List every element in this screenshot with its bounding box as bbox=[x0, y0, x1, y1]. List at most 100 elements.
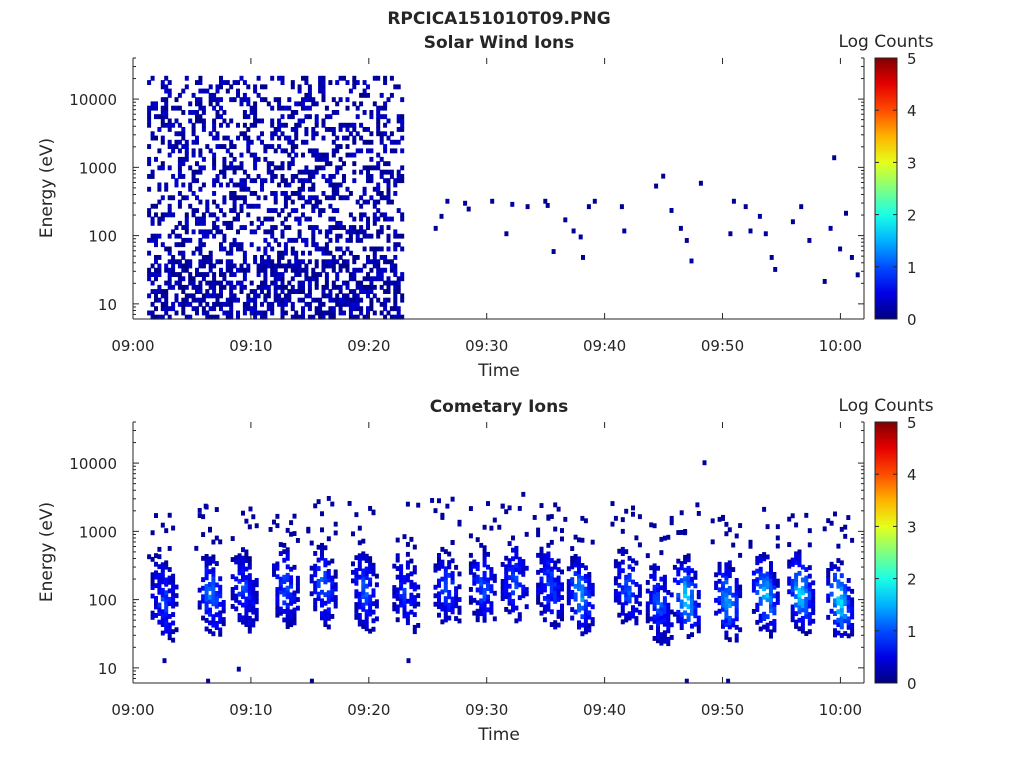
data-cell bbox=[211, 575, 216, 581]
data-cell bbox=[765, 571, 770, 577]
x-tick-label: 09:20 bbox=[347, 337, 390, 355]
colorbar-tick-label: 1 bbox=[907, 623, 917, 641]
data-cell bbox=[253, 101, 258, 107]
data-cell bbox=[147, 212, 152, 218]
data-cell bbox=[201, 156, 206, 162]
data-cell bbox=[247, 624, 252, 630]
data-cell bbox=[787, 580, 792, 586]
data-cell bbox=[794, 619, 799, 625]
data-cell bbox=[450, 558, 455, 564]
data-cell bbox=[553, 564, 558, 570]
data-cell bbox=[727, 624, 732, 630]
data-cell bbox=[846, 578, 851, 583]
data-cell bbox=[376, 75, 381, 81]
data-cell bbox=[273, 267, 278, 273]
data-cell bbox=[345, 293, 350, 299]
data-cell bbox=[188, 182, 193, 188]
data-cell bbox=[577, 607, 581, 613]
data-cell bbox=[301, 314, 305, 320]
data-cell bbox=[507, 562, 512, 568]
data-cell bbox=[314, 118, 319, 124]
data-cell bbox=[195, 80, 199, 85]
data-cell bbox=[147, 174, 152, 179]
data-cell bbox=[320, 527, 324, 533]
data-cell bbox=[794, 560, 799, 565]
data-cell bbox=[263, 237, 268, 243]
data-cell bbox=[479, 589, 484, 595]
data-cell bbox=[443, 604, 448, 610]
data-cell bbox=[277, 297, 282, 303]
data-cell bbox=[275, 591, 280, 597]
data-cell bbox=[215, 110, 220, 115]
data-cell bbox=[272, 572, 276, 577]
data-cell bbox=[270, 169, 275, 175]
data-cell bbox=[270, 135, 275, 141]
data-cell bbox=[769, 569, 773, 575]
data-cell bbox=[212, 306, 217, 312]
data-cell bbox=[253, 229, 258, 235]
data-cell bbox=[171, 620, 176, 626]
data-cell bbox=[311, 276, 316, 282]
data-cell bbox=[160, 105, 165, 111]
data-cell bbox=[150, 580, 155, 586]
data-cell bbox=[251, 605, 256, 611]
data-cell bbox=[307, 314, 312, 320]
data-cell bbox=[580, 584, 585, 590]
data-cell bbox=[804, 567, 809, 572]
data-cell bbox=[475, 574, 480, 580]
data-cell bbox=[521, 571, 526, 577]
data-cell bbox=[313, 572, 318, 578]
data-cell bbox=[362, 186, 367, 192]
data-cell bbox=[253, 114, 258, 120]
data-cell bbox=[295, 588, 300, 594]
data-cell bbox=[157, 148, 162, 154]
data-cell bbox=[294, 174, 299, 179]
data-cell bbox=[659, 550, 664, 556]
data-cell bbox=[649, 599, 654, 605]
data-cell bbox=[676, 614, 681, 620]
data-cell bbox=[314, 246, 319, 252]
data-cell bbox=[379, 229, 384, 235]
data-cell bbox=[331, 259, 336, 265]
data-cell bbox=[154, 583, 158, 589]
data-cell bbox=[181, 255, 186, 260]
data-cell bbox=[290, 208, 295, 213]
data-cell bbox=[721, 602, 725, 608]
data-cell bbox=[489, 601, 494, 607]
data-cell bbox=[790, 578, 795, 584]
data-cell bbox=[204, 566, 209, 572]
data-cell bbox=[164, 590, 169, 596]
data-cell bbox=[450, 496, 455, 502]
data-cell bbox=[364, 575, 369, 580]
data-cell bbox=[686, 578, 691, 584]
data-cell bbox=[486, 564, 490, 570]
data-cell bbox=[836, 566, 841, 572]
data-cell bbox=[631, 558, 635, 564]
data-cell bbox=[292, 564, 297, 570]
data-cell bbox=[321, 263, 326, 269]
data-cell bbox=[352, 80, 357, 85]
data-cell bbox=[232, 216, 237, 222]
data-cell bbox=[239, 152, 244, 158]
data-cell bbox=[439, 213, 444, 219]
data-cell bbox=[683, 576, 688, 582]
data-cell bbox=[277, 301, 282, 307]
data-cell bbox=[497, 524, 502, 530]
data-cell bbox=[266, 208, 271, 213]
data-cell bbox=[524, 591, 529, 597]
data-cell bbox=[362, 246, 367, 252]
data-cell bbox=[693, 604, 698, 610]
data-cell bbox=[304, 267, 309, 273]
data-cell bbox=[171, 212, 176, 218]
data-cell bbox=[443, 579, 448, 584]
data-cell bbox=[328, 263, 333, 269]
data-cell bbox=[489, 525, 494, 531]
data-cell bbox=[197, 508, 202, 513]
data-cell bbox=[440, 515, 445, 520]
data-cell bbox=[331, 225, 336, 230]
data-cell bbox=[440, 576, 445, 582]
data-cell bbox=[727, 603, 732, 608]
data-cell bbox=[662, 609, 667, 614]
data-cell bbox=[157, 272, 162, 277]
data-cell bbox=[678, 225, 683, 231]
